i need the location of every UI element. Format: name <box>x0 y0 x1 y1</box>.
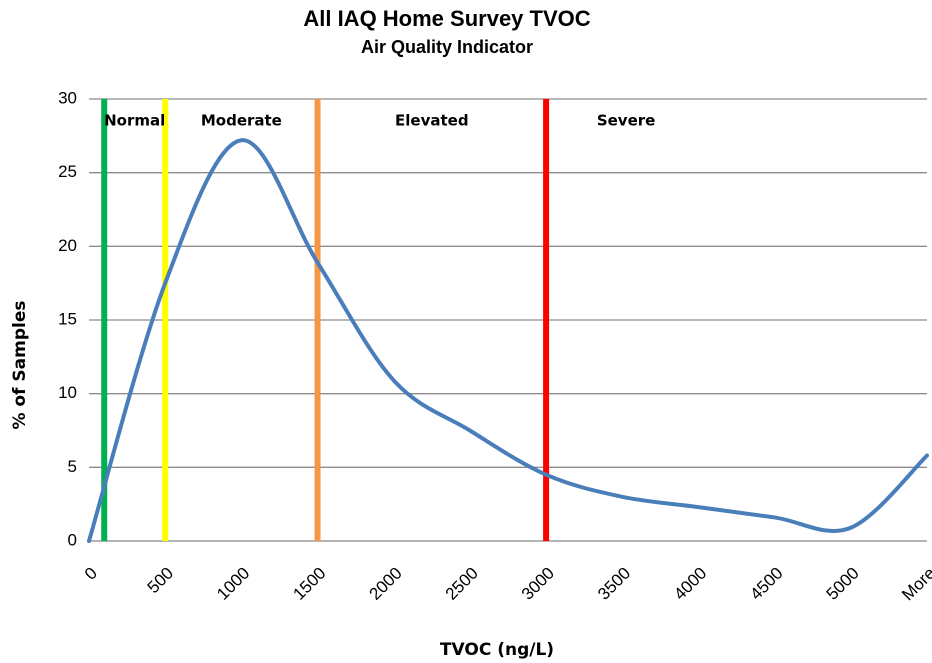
y-tick-label: 15 <box>58 309 77 328</box>
data-line <box>87 138 929 543</box>
x-tick-label: 4000 <box>670 564 710 604</box>
zone-label: Severe <box>597 112 656 130</box>
x-tick-label: 2000 <box>366 564 406 604</box>
y-tick-label: 20 <box>58 236 77 255</box>
x-tick-label: 0 <box>81 564 101 584</box>
y-tick-label: 5 <box>68 457 77 476</box>
x-tick-label: 1000 <box>213 564 253 604</box>
y-tick-label: 10 <box>58 383 77 402</box>
x-tick-label: 3000 <box>518 564 558 604</box>
x-tick-label: 4500 <box>746 564 786 604</box>
zone-label: Moderate <box>201 112 282 130</box>
x-tick-label: 3500 <box>594 564 634 604</box>
zone-label: Normal <box>104 112 165 130</box>
y-tick-label: 30 <box>58 88 77 107</box>
chart-title: All IAQ Home Survey TVOC <box>303 6 590 31</box>
x-tick-label: 500 <box>144 564 177 597</box>
x-axis-label: TVOC (ng/L) <box>440 640 554 660</box>
chart-subtitle: Air Quality Indicator <box>361 37 533 57</box>
x-tick-label: More <box>898 564 932 605</box>
y-axis-label: % of Samples <box>10 300 30 429</box>
y-tick-label: 0 <box>68 530 77 549</box>
x-tick-label: 5000 <box>823 564 863 604</box>
zone-label: Elevated <box>395 112 469 130</box>
x-tick-label: 2500 <box>442 564 482 604</box>
y-tick-label: 25 <box>58 162 77 181</box>
x-tick-label: 1500 <box>289 564 329 604</box>
